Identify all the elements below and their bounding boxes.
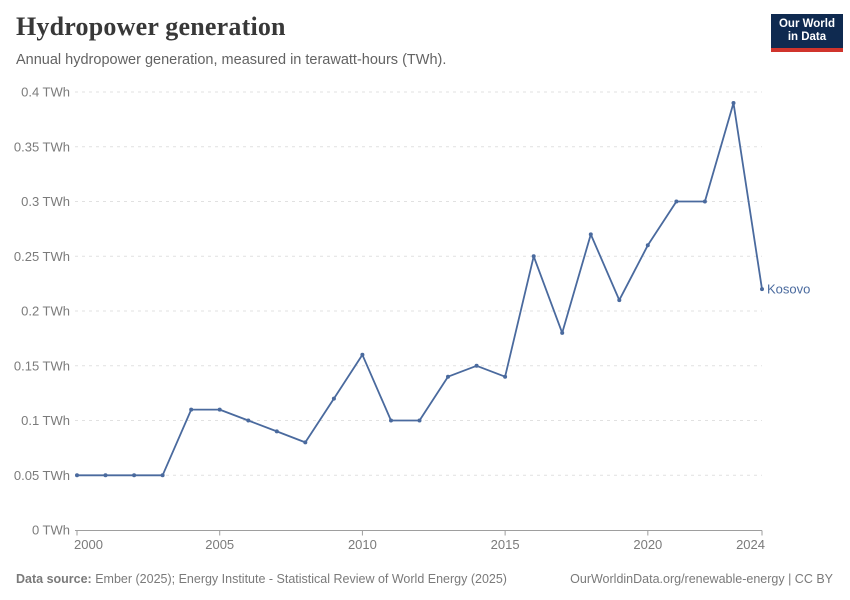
data-point: [132, 473, 137, 478]
data-point: [75, 473, 79, 478]
y-axis-tick-label: 0.25 TWh: [14, 249, 70, 264]
x-axis-tick-label: 2020: [633, 537, 662, 552]
data-source-text: Ember (2025); Energy Institute - Statist…: [91, 572, 507, 586]
x-axis-tick-label: 2024: [736, 537, 765, 552]
data-source: Data source: Ember (2025); Energy Instit…: [16, 572, 507, 587]
data-point: [160, 473, 165, 478]
data-point: [645, 243, 650, 248]
chart-footer: Data source: Ember (2025); Energy Instit…: [16, 572, 833, 587]
data-point: [417, 418, 422, 423]
y-axis-tick-label: 0.4 TWh: [21, 85, 70, 100]
data-point: [503, 374, 508, 379]
data-point: [617, 298, 622, 303]
y-axis-tick-label: 0.1 TWh: [21, 413, 70, 428]
y-axis-tick-label: 0.2 TWh: [21, 304, 70, 319]
data-point: [303, 440, 308, 445]
data-point: [446, 374, 450, 379]
data-point: [702, 199, 707, 204]
data-point: [531, 254, 536, 259]
owid-logo-text: Our World in Data: [779, 18, 835, 44]
data-point: [474, 363, 479, 368]
data-point: [389, 418, 393, 423]
series-end-label: Kosovo: [767, 282, 810, 297]
y-axis-tick-label: 0.3 TWh: [21, 194, 70, 209]
data-point: [217, 407, 222, 412]
x-axis-tick-label: 2010: [348, 537, 377, 552]
y-axis-tick-label: 0 TWh: [32, 523, 70, 538]
data-point: [274, 429, 279, 434]
owid-logo-line2: in Data: [787, 31, 827, 43]
owid-logo[interactable]: Our World in Data: [771, 14, 843, 52]
y-axis-tick-label: 0.15 TWh: [14, 358, 70, 373]
x-axis-tick-label: 2000: [74, 537, 103, 552]
data-point: [103, 473, 108, 478]
data-point: [331, 396, 336, 401]
chart-header: Hydropower generation Annual hydropower …: [16, 10, 760, 69]
chart-subtitle: Annual hydropower generation, measured i…: [16, 52, 447, 68]
data-point: [760, 287, 764, 292]
y-axis-tick-label: 0.05 TWh: [14, 468, 70, 483]
data-point: [588, 232, 593, 237]
footer-link[interactable]: OurWorldinData.org/renewable-energy | CC…: [570, 572, 833, 586]
x-axis-tick-label: 2015: [491, 537, 520, 552]
data-point: [731, 101, 736, 105]
data-point: [189, 407, 194, 412]
data-point: [360, 352, 365, 357]
x-axis-tick-label: 2005: [205, 537, 234, 552]
page-title: Hydropower generation: [16, 12, 286, 41]
data-point: [246, 418, 251, 423]
data-point: [674, 199, 679, 204]
data-source-label: Data source:: [16, 572, 92, 586]
owid-logo-line1: Our World: [778, 18, 835, 30]
y-axis-tick-label: 0.35 TWh: [14, 139, 70, 154]
data-point: [560, 330, 565, 335]
